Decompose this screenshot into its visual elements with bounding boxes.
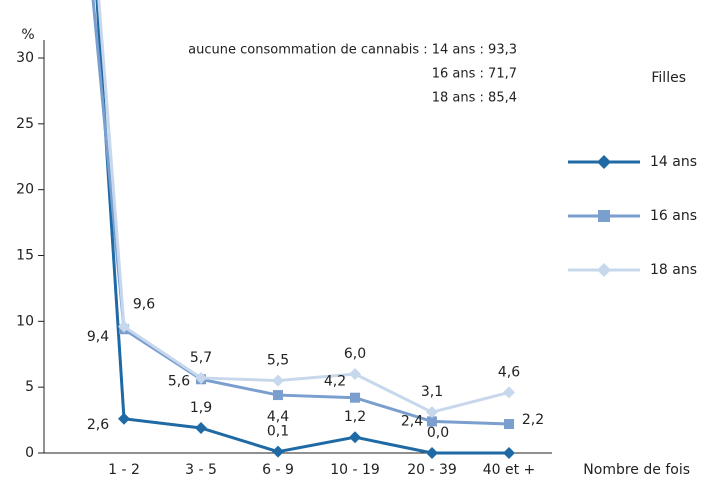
series-line xyxy=(97,0,510,414)
marker xyxy=(349,368,361,380)
marker xyxy=(426,406,438,419)
marker xyxy=(426,447,438,459)
marker xyxy=(272,374,284,387)
marker xyxy=(118,320,130,333)
marker xyxy=(504,419,514,430)
data-label: 5,6 xyxy=(168,373,190,389)
y-tick-label: 10 xyxy=(16,313,34,329)
marker xyxy=(597,263,611,277)
x-tick-label: 3 - 5 xyxy=(185,462,217,478)
data-label: 1,9 xyxy=(190,400,212,416)
y-tick-label: 0 xyxy=(25,445,34,461)
data-label: 3,1 xyxy=(421,384,443,400)
marker xyxy=(349,431,361,444)
data-label: 5,7 xyxy=(190,350,212,366)
x-tick-label: 1 - 2 xyxy=(108,462,140,478)
x-tick-label: 20 - 39 xyxy=(407,462,457,478)
marker xyxy=(272,445,284,458)
marker xyxy=(597,155,611,169)
y-tick-label: 20 xyxy=(16,182,34,198)
data-label: 4,4 xyxy=(267,409,289,425)
annotation: aucune consommation de cannabis : 14 ans… xyxy=(188,43,517,58)
y-tick-label: 5 xyxy=(25,379,34,395)
legend-label: 18 ans xyxy=(650,262,697,278)
plot xyxy=(91,0,515,459)
marker xyxy=(427,416,437,427)
marker xyxy=(195,371,207,384)
data-label: 1,2 xyxy=(344,409,366,425)
marker xyxy=(273,390,283,401)
legend-label: 16 ans xyxy=(650,208,697,224)
data-label: 4,6 xyxy=(498,364,520,380)
data-label: 0,0 xyxy=(427,425,449,441)
y-tick-label: 25 xyxy=(16,116,34,132)
x-tick-label: 6 - 9 xyxy=(262,462,294,478)
marker xyxy=(195,421,207,434)
legend-label: 14 ans xyxy=(650,154,697,170)
data-label: 2,6 xyxy=(87,417,109,433)
data-label: 9,6 xyxy=(133,297,155,313)
marker xyxy=(598,210,610,222)
data-label: 4,2 xyxy=(324,374,346,390)
data-label: 9,4 xyxy=(87,329,109,345)
marker xyxy=(503,386,515,399)
legend-title: Filles xyxy=(651,70,686,86)
annotation: 18 ans : 85,4 xyxy=(432,91,517,106)
y-tick-label: 30 xyxy=(16,50,34,66)
y-tick-label: 15 xyxy=(16,248,34,264)
data-label: 5,5 xyxy=(267,353,289,369)
x-tick-label: 10 - 19 xyxy=(330,462,380,478)
marker xyxy=(350,392,360,403)
data-label: 6,0 xyxy=(344,346,366,362)
data-label: 0,1 xyxy=(267,424,289,440)
data-label: 2,2 xyxy=(522,412,544,428)
y-axis-label: % xyxy=(21,27,34,43)
marker xyxy=(503,447,515,459)
data-label: 2,4 xyxy=(401,413,423,429)
x-axis-label: Nombre de fois xyxy=(583,462,690,478)
x-tick-label: 40 et + xyxy=(483,462,536,478)
annotation: 16 ans : 71,7 xyxy=(432,67,517,82)
marker xyxy=(118,412,130,425)
